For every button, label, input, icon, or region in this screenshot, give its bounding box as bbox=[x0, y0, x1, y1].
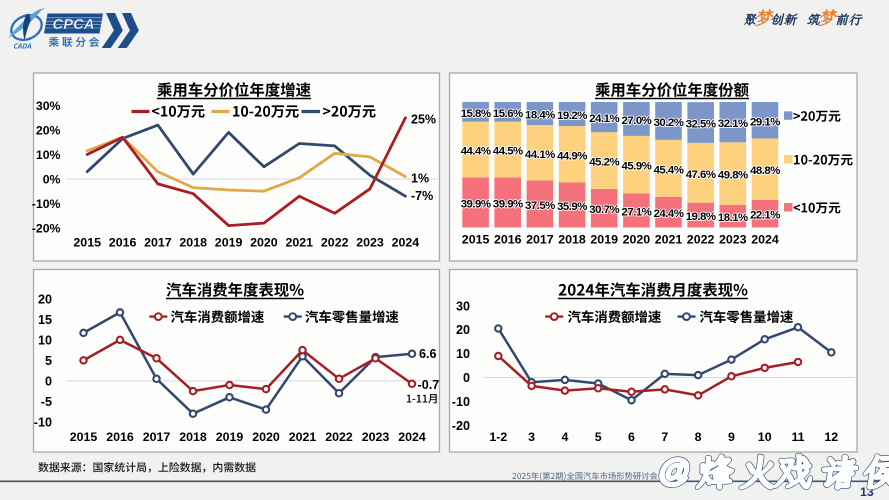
svg-text:15: 15 bbox=[38, 313, 52, 327]
svg-text:24.4%: 24.4% bbox=[654, 208, 684, 220]
svg-text:2023: 2023 bbox=[356, 236, 384, 250]
svg-text:-10: -10 bbox=[452, 395, 470, 409]
svg-text:2016: 2016 bbox=[106, 430, 134, 444]
svg-text:2020: 2020 bbox=[623, 233, 651, 247]
svg-text:25%: 25% bbox=[411, 112, 436, 126]
svg-text:11: 11 bbox=[791, 430, 804, 444]
svg-text:1-2: 1-2 bbox=[489, 430, 507, 444]
svg-text:-0.7: -0.7 bbox=[418, 378, 440, 392]
svg-text:44.5%: 44.5% bbox=[493, 146, 523, 158]
svg-text:20%: 20% bbox=[36, 124, 61, 138]
svg-text:44.9%: 44.9% bbox=[557, 150, 587, 162]
svg-text:30.7%: 30.7% bbox=[589, 204, 619, 216]
svg-text:39.9%: 39.9% bbox=[493, 199, 523, 211]
svg-text:6: 6 bbox=[628, 430, 635, 444]
svg-text:12: 12 bbox=[824, 430, 838, 444]
svg-text:2015: 2015 bbox=[73, 236, 101, 250]
svg-text:-10: -10 bbox=[34, 415, 52, 429]
svg-text:2024: 2024 bbox=[392, 236, 420, 250]
svg-text:5: 5 bbox=[45, 354, 52, 368]
svg-text:2024: 2024 bbox=[398, 430, 426, 444]
svg-text:3: 3 bbox=[528, 430, 535, 444]
svg-text:2019: 2019 bbox=[216, 430, 244, 444]
svg-text:7: 7 bbox=[661, 430, 668, 444]
svg-text:2017: 2017 bbox=[526, 233, 554, 247]
svg-text:2019: 2019 bbox=[590, 233, 618, 247]
svg-text:2017: 2017 bbox=[144, 236, 172, 250]
svg-text:2022: 2022 bbox=[325, 430, 353, 444]
svg-text:15.8%: 15.8% bbox=[461, 108, 491, 120]
svg-text:2021: 2021 bbox=[289, 430, 317, 444]
svg-text:45.2%: 45.2% bbox=[589, 157, 619, 169]
svg-text:0: 0 bbox=[45, 374, 52, 388]
svg-text:2022: 2022 bbox=[321, 236, 349, 250]
svg-text:47.6%: 47.6% bbox=[686, 169, 716, 181]
svg-text:4: 4 bbox=[561, 430, 568, 444]
svg-text:49.8%: 49.8% bbox=[718, 170, 748, 182]
svg-text:2018: 2018 bbox=[558, 233, 586, 247]
svg-text:2015: 2015 bbox=[70, 430, 98, 444]
svg-text:30.2%: 30.2% bbox=[654, 117, 684, 129]
svg-text:20: 20 bbox=[456, 323, 470, 337]
svg-text:39.9%: 39.9% bbox=[461, 199, 491, 211]
svg-text:18.1%: 18.1% bbox=[718, 212, 748, 224]
svg-text:2018: 2018 bbox=[179, 430, 207, 444]
svg-text:44.1%: 44.1% bbox=[525, 149, 555, 161]
svg-text:0: 0 bbox=[463, 371, 470, 385]
svg-text:24.1%: 24.1% bbox=[589, 113, 619, 125]
svg-text:10%: 10% bbox=[36, 148, 61, 162]
svg-text:8: 8 bbox=[695, 430, 702, 444]
svg-text:5: 5 bbox=[595, 430, 602, 444]
svg-text:2019: 2019 bbox=[215, 236, 243, 250]
svg-text:37.5%: 37.5% bbox=[525, 200, 555, 212]
svg-text:2015: 2015 bbox=[462, 233, 490, 247]
svg-text:22.1%: 22.1% bbox=[750, 210, 780, 222]
svg-text:2020: 2020 bbox=[252, 430, 280, 444]
svg-text:10: 10 bbox=[758, 430, 772, 444]
svg-text:6.6: 6.6 bbox=[419, 347, 437, 361]
svg-text:45.4%: 45.4% bbox=[654, 164, 684, 176]
svg-text:30%: 30% bbox=[36, 99, 61, 113]
svg-text:10: 10 bbox=[456, 347, 470, 361]
svg-text:10: 10 bbox=[38, 333, 52, 347]
svg-text:-10%: -10% bbox=[32, 197, 61, 211]
svg-text:-7%: -7% bbox=[411, 189, 433, 203]
svg-text:27.1%: 27.1% bbox=[621, 207, 651, 219]
svg-text:0%: 0% bbox=[43, 173, 61, 187]
svg-text:2023: 2023 bbox=[362, 430, 390, 444]
svg-text:2016: 2016 bbox=[494, 233, 522, 247]
svg-text:30: 30 bbox=[456, 299, 470, 313]
svg-text:2022: 2022 bbox=[687, 233, 715, 247]
svg-text:32.1%: 32.1% bbox=[718, 118, 748, 130]
svg-text:2017: 2017 bbox=[143, 430, 171, 444]
svg-text:2020: 2020 bbox=[250, 236, 278, 250]
svg-text:2021: 2021 bbox=[286, 236, 314, 250]
svg-text:2024: 2024 bbox=[751, 233, 779, 247]
svg-text:9: 9 bbox=[728, 430, 735, 444]
svg-text:35.9%: 35.9% bbox=[557, 201, 587, 213]
svg-text:27.0%: 27.0% bbox=[621, 115, 651, 127]
svg-text:-20%: -20% bbox=[32, 222, 61, 236]
svg-text:1%: 1% bbox=[411, 172, 429, 186]
svg-text:2021: 2021 bbox=[655, 233, 683, 247]
svg-text:19.2%: 19.2% bbox=[557, 110, 587, 122]
svg-text:-20: -20 bbox=[452, 419, 470, 433]
svg-text:18.4%: 18.4% bbox=[525, 110, 555, 122]
svg-text:-5: -5 bbox=[41, 395, 52, 409]
svg-text:2016: 2016 bbox=[109, 236, 137, 250]
svg-text:20: 20 bbox=[38, 292, 52, 306]
svg-text:32.5%: 32.5% bbox=[686, 119, 716, 131]
svg-text:2023: 2023 bbox=[719, 233, 747, 247]
svg-text:CPCA: CPCA bbox=[53, 17, 95, 33]
svg-text:48.8%: 48.8% bbox=[750, 165, 780, 177]
svg-text:2018: 2018 bbox=[179, 236, 207, 250]
svg-text:44.4%: 44.4% bbox=[461, 146, 491, 158]
svg-text:45.9%: 45.9% bbox=[621, 161, 651, 173]
svg-text:15.6%: 15.6% bbox=[493, 108, 523, 120]
svg-text:29.1%: 29.1% bbox=[750, 116, 780, 128]
svg-text:19.8%: 19.8% bbox=[686, 211, 716, 223]
